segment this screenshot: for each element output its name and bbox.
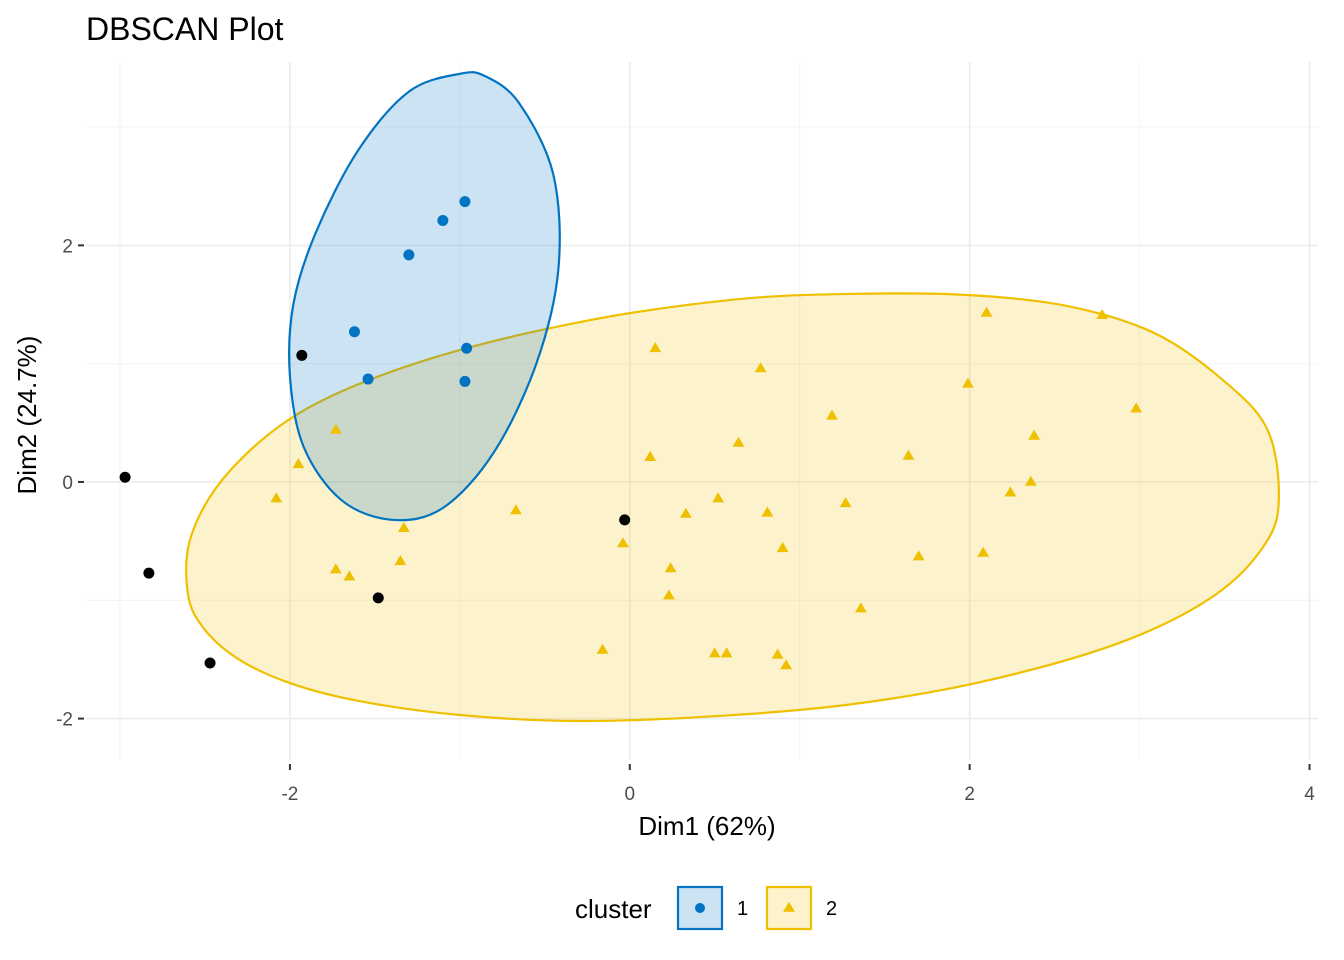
- y-tick-label: 2: [62, 236, 73, 257]
- y-tick-label: 0: [62, 473, 73, 494]
- point-noise: [372, 592, 384, 604]
- grid-lines: [86, 62, 1318, 760]
- point-cluster-2: [780, 659, 792, 670]
- point-cluster-1: [403, 249, 415, 261]
- point-cluster-2: [771, 648, 784, 659]
- cluster-hulls: [185, 71, 1281, 723]
- point-cluster-2: [708, 647, 721, 658]
- x-tick-label: 2: [964, 784, 975, 805]
- point-cluster-2: [270, 492, 283, 503]
- point-cluster-2: [664, 562, 677, 573]
- point-cluster-2: [720, 647, 733, 658]
- point-cluster-2: [617, 537, 629, 548]
- point-cluster-1: [461, 342, 473, 354]
- point-cluster-2: [1024, 475, 1037, 486]
- chart-title: DBSCAN Plot: [86, 11, 284, 47]
- x-tick-label: -2: [281, 784, 298, 805]
- data-points: [119, 196, 1143, 670]
- x-tick-label: 0: [624, 784, 635, 805]
- point-cluster-2: [680, 507, 692, 518]
- point-cluster-2: [343, 570, 356, 581]
- point-noise: [204, 657, 216, 669]
- point-cluster-2: [962, 377, 974, 388]
- legend-label-1: 1: [737, 898, 748, 920]
- point-noise: [143, 567, 155, 579]
- y-tick-label: -2: [56, 710, 73, 731]
- point-cluster-2: [1130, 402, 1143, 413]
- point-cluster-2: [826, 409, 838, 420]
- point-cluster-2: [977, 546, 990, 557]
- point-cluster-2: [839, 497, 852, 508]
- point-noise: [296, 349, 308, 361]
- x-tick-label: 4: [1304, 784, 1315, 805]
- cluster-1-hull: [287, 71, 561, 522]
- point-cluster-1: [437, 215, 449, 227]
- point-cluster-2: [855, 602, 867, 613]
- point-noise: [619, 514, 631, 526]
- point-cluster-1: [348, 326, 360, 338]
- point-cluster-2: [329, 563, 342, 574]
- point-cluster-2: [596, 643, 609, 654]
- point-cluster-2: [902, 449, 915, 460]
- point-cluster-2: [912, 550, 925, 561]
- x-axis-label: Dim1 (62%): [638, 811, 775, 841]
- point-cluster-2: [776, 542, 789, 553]
- point-cluster-1: [362, 373, 374, 385]
- point-cluster-2: [761, 506, 774, 517]
- point-cluster-2: [712, 492, 724, 503]
- legend-label-2: 2: [826, 898, 837, 920]
- point-cluster-2: [394, 555, 407, 566]
- point-cluster-2: [980, 306, 993, 317]
- legend-marker-2: [783, 901, 795, 912]
- axes: -2 0 2 4 -2 0 2: [56, 236, 1315, 805]
- legend: cluster 1 2: [575, 885, 837, 931]
- point-cluster-2: [397, 521, 410, 532]
- legend-marker-1: [695, 903, 705, 913]
- cluster-2-hull: [185, 292, 1281, 723]
- legend-title: cluster: [575, 894, 652, 924]
- point-cluster-2: [510, 504, 522, 515]
- point-cluster-2: [663, 589, 675, 600]
- point-cluster-2: [1004, 486, 1017, 497]
- point-cluster-2: [754, 362, 767, 373]
- point-cluster-2: [732, 436, 745, 447]
- point-cluster-1: [459, 375, 471, 387]
- point-cluster-2: [329, 423, 342, 434]
- point-cluster-2: [1096, 309, 1109, 319]
- point-cluster-2: [1028, 429, 1041, 440]
- point-cluster-2: [644, 450, 657, 461]
- y-axis-label: Dim2 (24.7%): [12, 336, 42, 495]
- point-noise: [119, 471, 131, 483]
- point-cluster-2: [649, 342, 662, 353]
- point-cluster-2: [292, 458, 305, 469]
- point-cluster-1: [459, 196, 471, 208]
